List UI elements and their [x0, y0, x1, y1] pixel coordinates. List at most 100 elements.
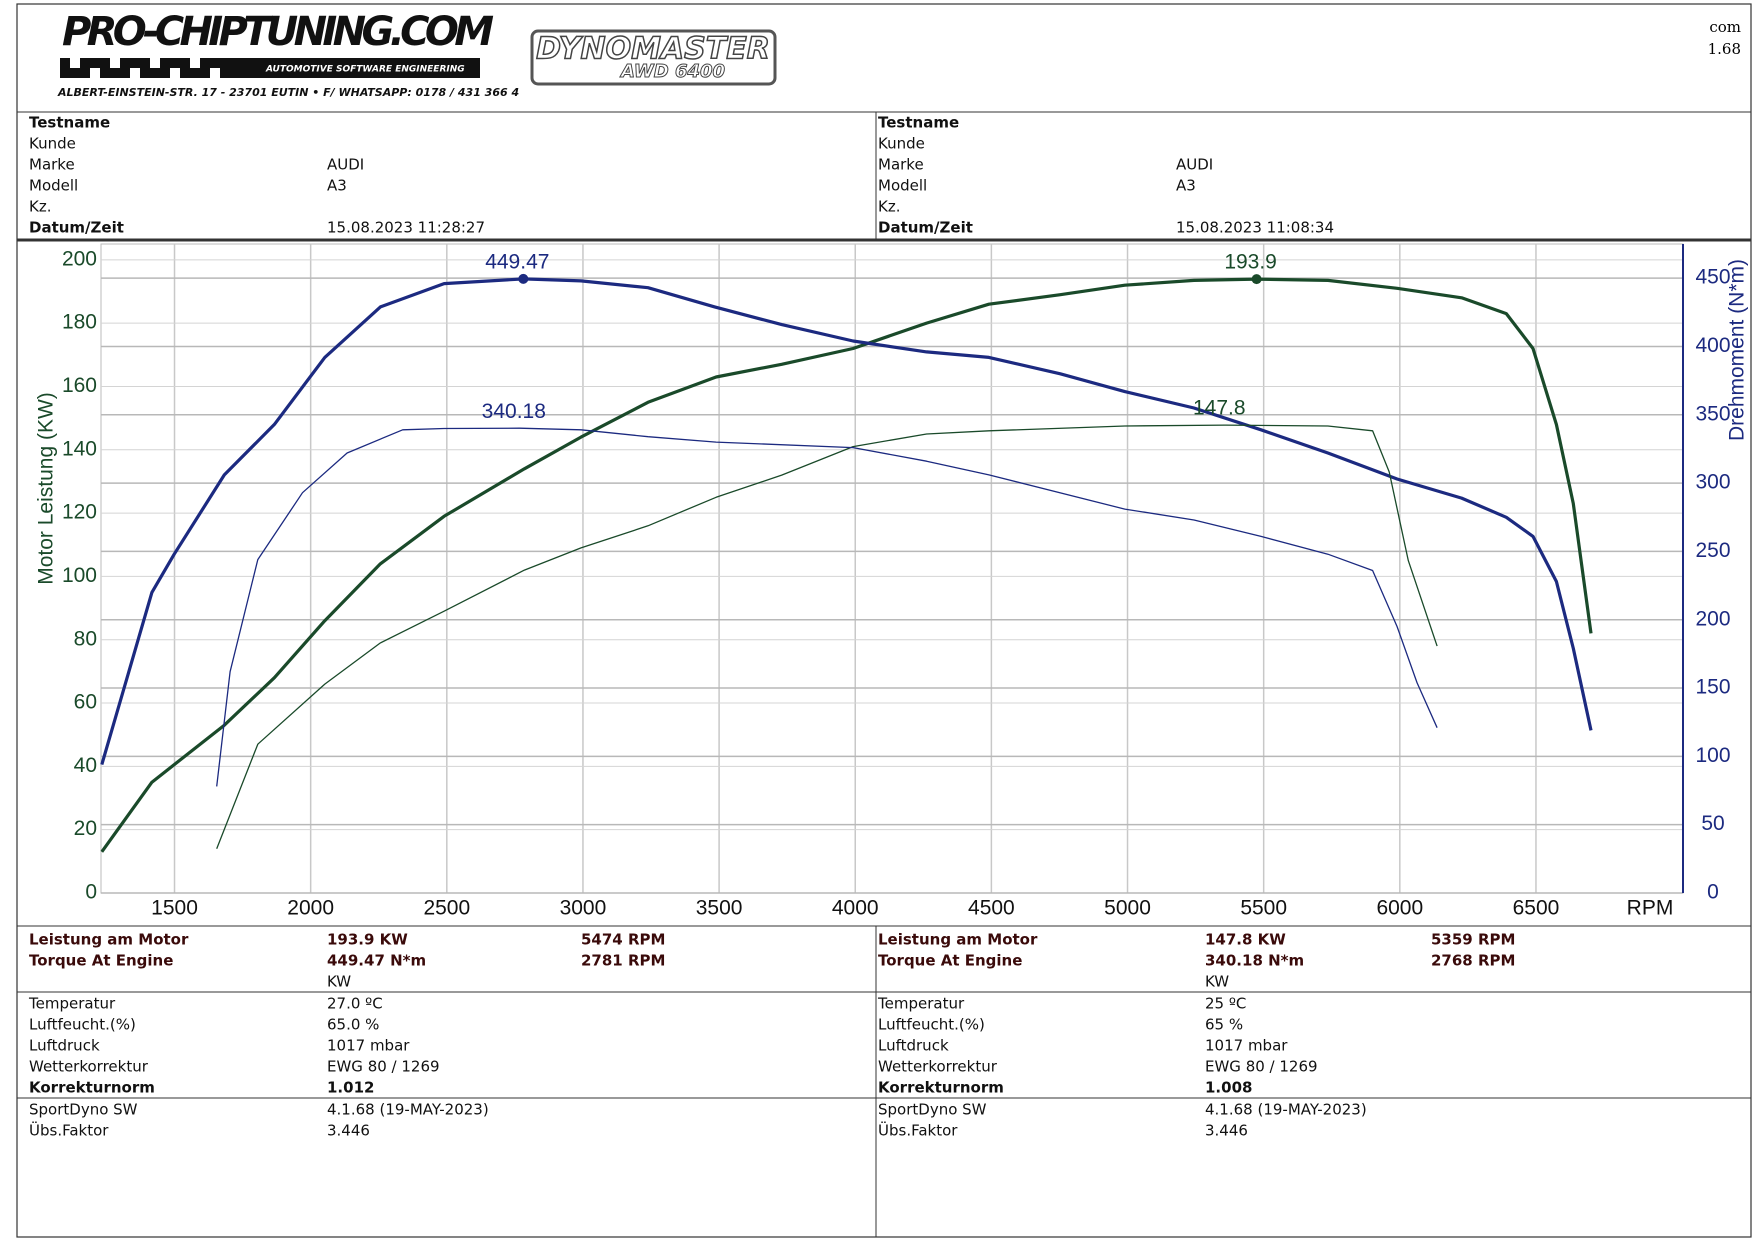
result-label: Torque At Engine: [29, 952, 173, 970]
result-label: Torque At Engine: [878, 952, 1022, 970]
y-tick-label: 140: [62, 437, 97, 460]
result-value: 193.9 KW: [327, 931, 408, 949]
power-torque-line: [216, 424, 1438, 849]
y-tick-label: 20: [74, 817, 97, 840]
dyno-badge: [530, 29, 777, 86]
condition-value: EWG 80 / 1269: [327, 1058, 440, 1076]
power-torque-line: [100, 277, 1593, 766]
software-label: Übs.Faktor: [878, 1121, 958, 1140]
software-value: 4.1.68 (19-MAY-2023): [1205, 1101, 1367, 1119]
peak-marker: [1251, 274, 1262, 285]
x-tick-label: 4000: [832, 897, 879, 920]
x-tick-label: 4500: [968, 897, 1015, 920]
y2-tick-label: 0: [1707, 881, 1719, 904]
result-rpm: 2768 RPM: [1431, 952, 1515, 970]
result-label: Leistung am Motor: [29, 931, 189, 949]
x-axis-label: RPM: [1627, 897, 1674, 920]
condition-value: 1.012: [327, 1079, 374, 1097]
result-rpm: 2781 RPM: [581, 952, 665, 970]
condition-value: 65 %: [1205, 1016, 1243, 1034]
software-label: SportDyno SW: [29, 1101, 138, 1119]
result-value: 340.18 N*m: [1205, 952, 1304, 970]
x-tick-label: 5000: [1104, 897, 1151, 920]
x-tick-label: 2000: [287, 897, 334, 920]
info-value: 15.08.2023 11:08:34: [1176, 219, 1334, 237]
y2-tick-label: 100: [1695, 744, 1730, 767]
peak-label: 193.9: [1224, 251, 1277, 274]
unit: KW: [1205, 973, 1229, 991]
y-tick-label: 80: [74, 627, 97, 650]
condition-label: Wetterkorrektur: [878, 1058, 998, 1076]
condition-label: Temperatur: [28, 995, 116, 1013]
peak-marker: [518, 273, 529, 284]
y2-tick-label: 350: [1695, 402, 1730, 425]
info-label: Kz.: [878, 198, 900, 216]
info-value: A3: [1176, 177, 1196, 195]
info-label: Kunde: [878, 135, 925, 153]
y-tick-label: 200: [62, 247, 97, 270]
software-label: SportDyno SW: [878, 1101, 987, 1119]
outer-border: [16, 3, 1752, 1238]
y2-tick-label: 400: [1695, 334, 1730, 357]
condition-label: Wetterkorrektur: [29, 1058, 149, 1076]
result-rpm: 5359 RPM: [1431, 931, 1515, 949]
y2-axis-label: Drehmoment (N*m): [1726, 259, 1749, 441]
dyno-model: AWD 6400: [619, 61, 725, 82]
corner-text: 1.68: [1708, 40, 1741, 58]
info-label: Kz.: [29, 198, 51, 216]
condition-label: Luftdruck: [29, 1037, 100, 1055]
y2-tick-label: 450: [1695, 266, 1730, 289]
software-label: Übs.Faktor: [29, 1121, 109, 1140]
peak-label: 147.8: [1193, 397, 1246, 420]
condition-label: Temperatur: [877, 995, 965, 1013]
x-tick-label: 3500: [696, 897, 743, 920]
result-rpm: 5474 RPM: [581, 931, 665, 949]
info-label: Kunde: [29, 135, 76, 153]
condition-value: 1017 mbar: [327, 1037, 410, 1055]
x-tick-label: 6500: [1513, 897, 1560, 920]
y2-tick-label: 50: [1701, 812, 1724, 835]
plot-area: [100, 243, 1684, 894]
x-tick-label: 2500: [423, 897, 470, 920]
result-value: 147.8 KW: [1205, 931, 1286, 949]
info-label: Modell: [878, 177, 927, 195]
y2-tick-label: 300: [1695, 471, 1730, 494]
y-tick-label: 0: [85, 881, 97, 904]
condition-label: Luftdruck: [878, 1037, 949, 1055]
info-label: Modell: [29, 177, 78, 195]
x-tick-label: 1500: [151, 897, 198, 920]
condition-value: 1.008: [1205, 1079, 1252, 1097]
y-axis-label: Motor Leistung (KW): [35, 392, 58, 585]
result-label: Leistung am Motor: [878, 931, 1038, 949]
y-tick-label: 180: [62, 311, 97, 334]
tagline: AUTOMOTIVE SOFTWARE ENGINEERING: [265, 65, 465, 75]
address: ALBERT-EINSTEIN-STR. 17 - 23701 EUTIN • …: [57, 86, 519, 99]
condition-value: 1017 mbar: [1205, 1037, 1288, 1055]
x-tick-label: 3000: [560, 897, 607, 920]
result-value: 449.47 N*m: [327, 952, 426, 970]
x-tick-label: 6000: [1376, 897, 1423, 920]
y-tick-label: 40: [74, 754, 97, 777]
software-value: 4.1.68 (19-MAY-2023): [327, 1101, 489, 1119]
logo: PRO-CHIPTUNING.COM: [62, 9, 494, 55]
peak-label: 449.47: [485, 250, 549, 273]
info-value: AUDI: [1176, 156, 1213, 174]
condition-label: Korrekturnorm: [29, 1079, 155, 1097]
power-torque-line: [100, 277, 1593, 853]
peak-label: 340.18: [482, 400, 546, 423]
y2-tick-label: 150: [1695, 676, 1730, 699]
unit: KW: [327, 973, 351, 991]
power-torque-line: [216, 427, 1438, 787]
condition-label: Luftfeucht.(%): [878, 1016, 985, 1034]
y-tick-label: 100: [62, 564, 97, 587]
condition-value: 65.0 %: [327, 1016, 379, 1034]
condition-label: Korrekturnorm: [878, 1079, 1004, 1097]
dyno-brand: DYNOMASTER: [536, 32, 770, 67]
info-label: Datum/Zeit: [878, 219, 973, 237]
software-value: 3.446: [327, 1122, 370, 1140]
info-label: Datum/Zeit: [29, 219, 124, 237]
info-label: Marke: [29, 156, 75, 174]
info-value: 15.08.2023 11:28:27: [327, 219, 485, 237]
